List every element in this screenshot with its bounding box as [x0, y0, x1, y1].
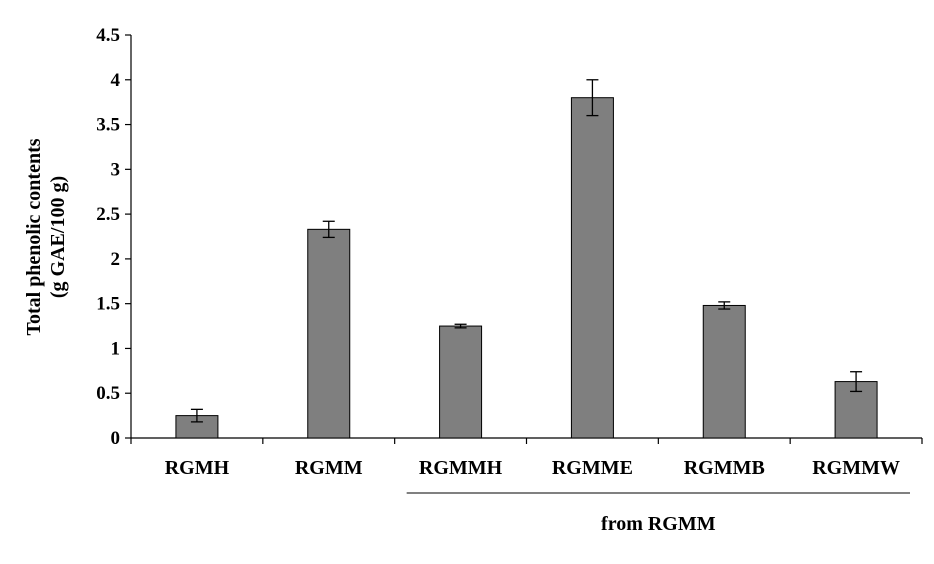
bar-rgmme: [570, 97, 614, 439]
y-tick-label: 3: [111, 159, 121, 180]
y-axis-title-line1: Total phenolic contents: [23, 138, 45, 335]
bar-rgmmh: [439, 325, 483, 439]
error-bars: [190, 79, 863, 423]
y-tick-label: 2.5: [96, 204, 120, 225]
bar-rgmmb: [702, 304, 746, 439]
y-tick-label: 0: [111, 428, 121, 449]
y-tick-label: 4: [111, 70, 121, 91]
x-tick-label-rgmmw: RGMMW: [812, 457, 900, 479]
bars: [175, 97, 878, 439]
group-annotation: from RGMM: [406, 492, 910, 535]
y-tick-label: 0.5: [96, 383, 120, 404]
axes: [130, 35, 923, 444]
y-tick-label: 1.5: [96, 294, 120, 315]
y-axis-title: Total phenolic contents (g GAE/100 g): [23, 138, 69, 335]
y-tick-label: 2: [111, 249, 121, 270]
x-tick-label-rgmme: RGMME: [552, 457, 633, 479]
y-tick-label: 1: [111, 338, 121, 359]
x-tick-label-rgmm: RGMM: [295, 457, 363, 479]
bar-rgmm: [307, 228, 351, 439]
x-tick-label-rgmh: RGMH: [165, 457, 230, 479]
x-tick-labels: RGMH RGMM RGMMH RGMME RGMMB RGMMW: [165, 457, 900, 479]
y-axis-title-line2: (g GAE/100 g): [47, 176, 69, 298]
y-tick-label: 4.5: [96, 25, 120, 46]
x-tick-label-rgmmh: RGMMH: [419, 457, 503, 479]
y-ticks: 0 0.5 1 1.5 2 2.5 3 3.5 4 4.5: [96, 25, 131, 449]
x-tick-label-rgmmb: RGMMB: [684, 457, 765, 479]
group-label: from RGMM: [601, 513, 716, 535]
y-tick-label: 3.5: [96, 115, 120, 136]
